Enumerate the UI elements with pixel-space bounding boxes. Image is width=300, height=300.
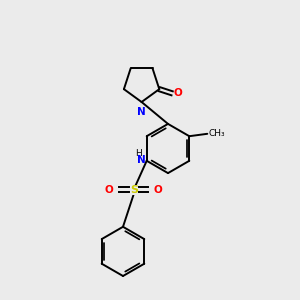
Text: S: S [130,184,138,194]
Text: CH₃: CH₃ [208,129,225,138]
Text: O: O [154,184,163,194]
Text: H: H [135,149,142,158]
Text: O: O [174,88,183,98]
Text: N: N [137,154,146,165]
Text: O: O [105,184,114,194]
Text: N: N [137,107,146,117]
